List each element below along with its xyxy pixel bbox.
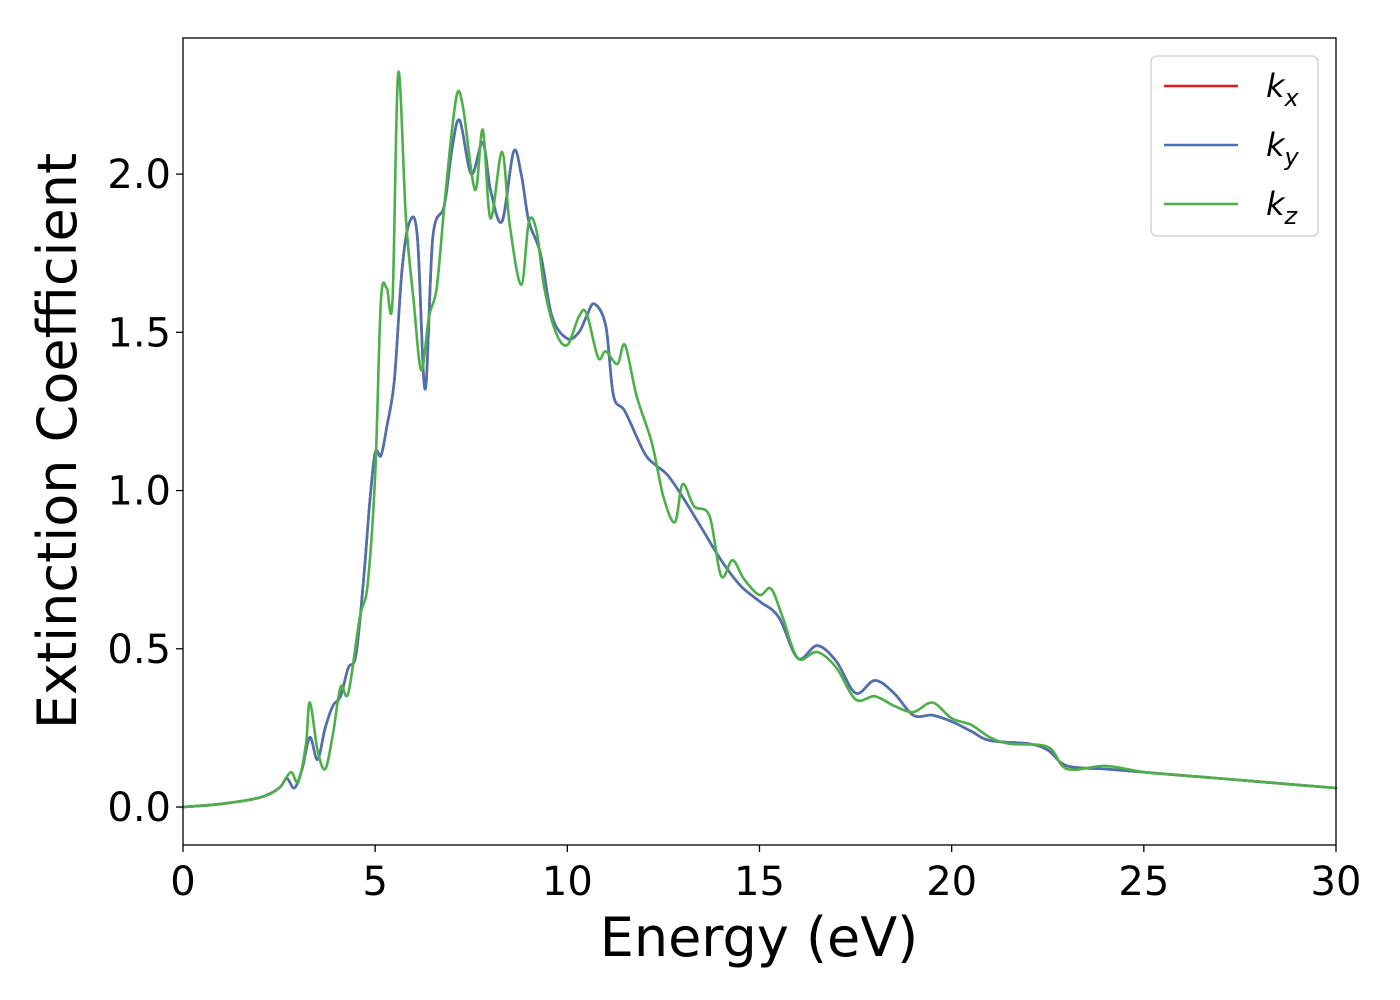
x-tick-label: 0: [170, 859, 195, 905]
x-tick-label: 5: [362, 859, 387, 905]
x-tick-label: 30: [1311, 859, 1362, 905]
legend-label-x: kx: [1266, 67, 1300, 112]
x-tick-label: 20: [926, 859, 977, 905]
legend-label-base: k: [1266, 185, 1286, 223]
x-tick-label: 15: [734, 859, 785, 905]
legend-label-z: kz: [1266, 185, 1299, 230]
x-tick-label: 25: [1118, 859, 1169, 905]
y-tick-label: 0.0: [107, 785, 171, 831]
y-axis: 0.0 0.5 1.0 1.5 2.0: [107, 152, 183, 831]
y-tick-label: 1.0: [107, 469, 171, 515]
plot-lines: [181, 70, 1338, 809]
y-tick-label: 2.0: [107, 152, 171, 198]
x-axis-label: Energy (eV): [600, 906, 919, 969]
legend-label-subscript: x: [1284, 84, 1300, 112]
series-line-z: [181, 70, 1338, 809]
x-tick-label: 10: [542, 859, 593, 905]
y-axis-label: Extinction Coefficient: [26, 153, 89, 729]
x-axis: 0 5 10 15 20 25 30: [170, 845, 1361, 905]
legend-label-base: k: [1266, 67, 1286, 105]
y-tick-label: 1.5: [107, 310, 171, 356]
legend-label-base: k: [1266, 126, 1286, 164]
legend-label-subscript: y: [1284, 143, 1300, 171]
legend-label-y: ky: [1266, 126, 1300, 171]
legend-label-subscript: z: [1284, 202, 1299, 230]
y-tick-label: 0.5: [107, 627, 171, 673]
